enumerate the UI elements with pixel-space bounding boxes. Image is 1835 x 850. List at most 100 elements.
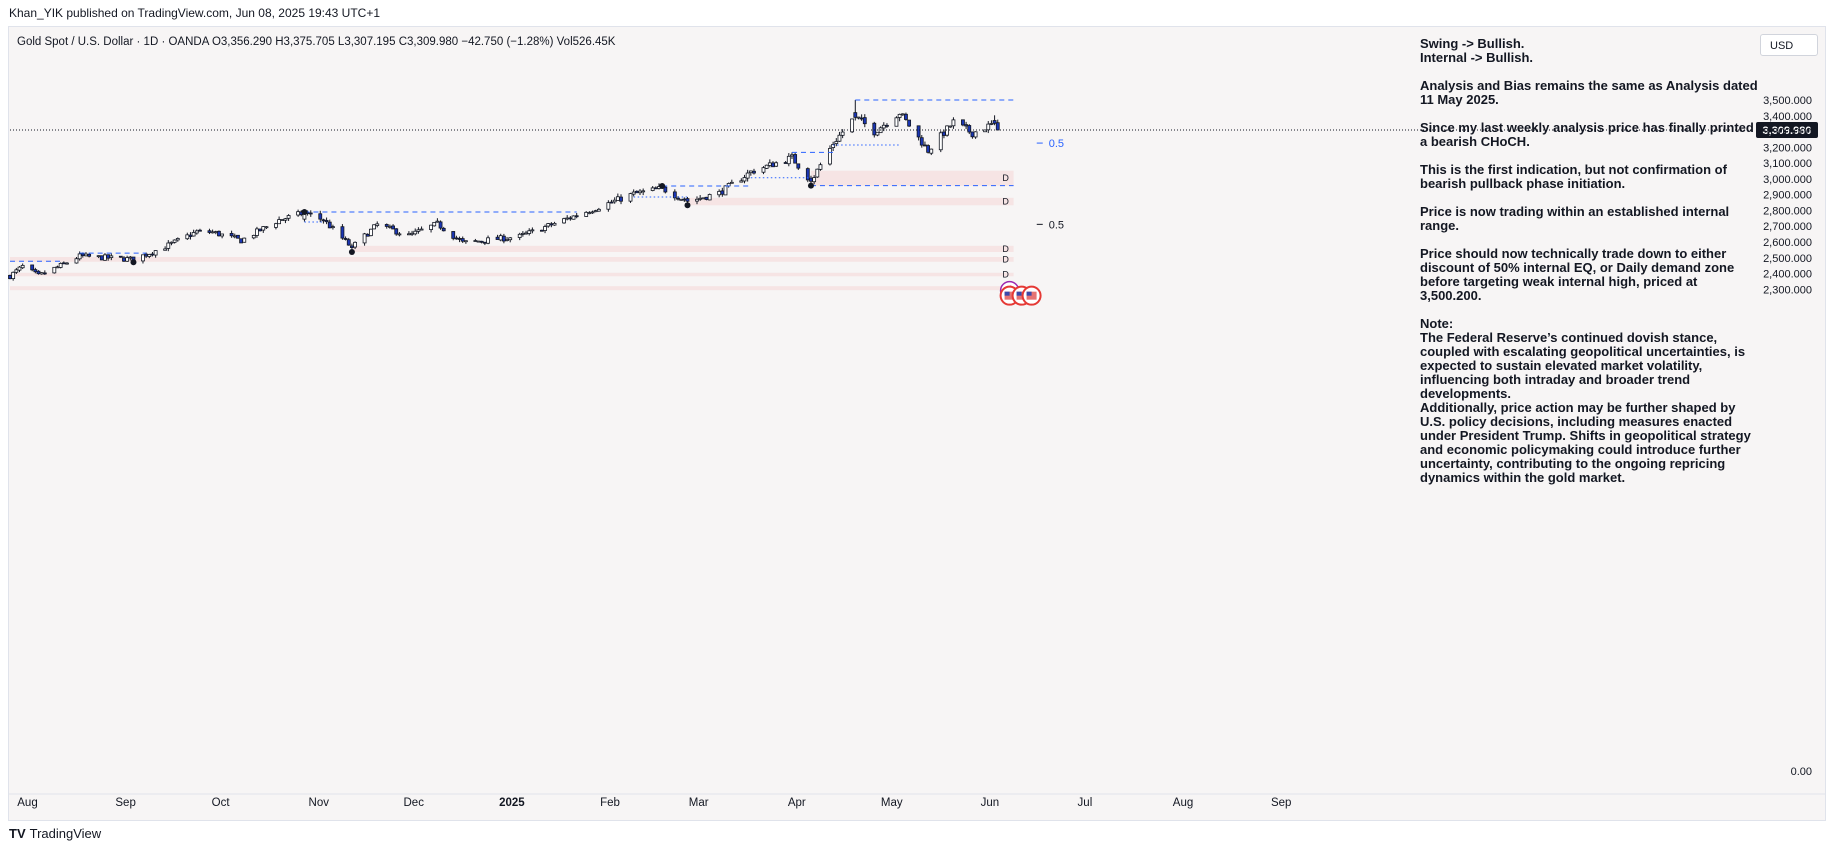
note-fed: The Federal Reserve’s continued dovish s… xyxy=(1420,330,1746,401)
candle-body xyxy=(463,240,468,243)
candle-body xyxy=(783,162,788,164)
candle-body xyxy=(831,144,836,148)
candle-body xyxy=(704,196,709,200)
y-tick-label: 2,700.000 xyxy=(1763,221,1812,233)
note-target: Price should now technically trade down … xyxy=(1420,246,1735,303)
candle-body xyxy=(372,224,376,230)
currency-selector[interactable]: USD xyxy=(1760,34,1818,56)
candle-body xyxy=(128,256,133,259)
candle-body xyxy=(55,266,60,269)
candle-body xyxy=(251,234,256,239)
candle-body xyxy=(568,217,573,220)
candle-body xyxy=(961,119,965,126)
candle-body xyxy=(58,263,63,268)
candle-body xyxy=(885,124,889,127)
candle-body xyxy=(543,226,547,231)
brand-name: TradingView xyxy=(29,826,102,841)
candle-body xyxy=(343,238,348,240)
candle-body xyxy=(786,155,791,165)
candle-body xyxy=(593,210,598,213)
us-flag-icon xyxy=(1016,291,1022,296)
candle-body xyxy=(701,197,706,200)
candle-body xyxy=(590,211,595,214)
candle-body xyxy=(20,264,25,269)
last-price-label: 3,309.980 xyxy=(1763,125,1812,137)
y-tick-label: 2,800.000 xyxy=(1763,205,1812,217)
y-tick-label: 3,200.000 xyxy=(1763,142,1812,154)
y-zero-label: 0.00 xyxy=(1791,766,1812,778)
candle-body xyxy=(150,253,155,256)
candle-body xyxy=(796,163,801,169)
candle-body xyxy=(970,131,975,138)
candle-body xyxy=(283,218,288,221)
last-price-tag xyxy=(1756,121,1818,138)
candle-body xyxy=(729,181,734,184)
candle-body xyxy=(397,233,402,236)
candle-body xyxy=(103,254,107,261)
swing-point-marker xyxy=(807,182,814,189)
candle-body xyxy=(460,238,465,242)
candle-body xyxy=(986,123,991,131)
y-tick-label: 3,400.000 xyxy=(1763,111,1812,123)
y-tick-label: 3,500.000 xyxy=(1763,95,1812,107)
candle-body xyxy=(8,274,12,280)
note-indication: This is the first indication, but not co… xyxy=(1420,162,1727,191)
demand-zone-label: D xyxy=(1002,244,1009,254)
candle-body xyxy=(438,221,443,229)
candle-body xyxy=(634,190,639,194)
candle-body xyxy=(365,233,370,237)
swing-point-marker xyxy=(130,259,137,266)
demand-zone xyxy=(351,245,1014,252)
y-tick-label: 2,600.000 xyxy=(1763,237,1812,249)
candle-body xyxy=(14,269,19,273)
symbol-legend: Gold Spot / U.S. Dollar · 1D · OANDA O3,… xyxy=(17,36,615,48)
candle-body xyxy=(166,242,171,249)
candle-body xyxy=(473,240,478,242)
candle-body xyxy=(900,113,905,116)
candle-body xyxy=(353,241,357,248)
candle-body xyxy=(517,233,522,238)
candle-body xyxy=(109,255,114,258)
candle-body xyxy=(916,125,921,138)
candle-body xyxy=(682,198,687,201)
candle-body xyxy=(30,264,35,271)
candle-body xyxy=(907,119,912,127)
candle-body xyxy=(793,154,798,164)
candle-body xyxy=(169,241,174,244)
candle-body xyxy=(147,254,152,257)
open-value: O3,356.290 xyxy=(211,36,273,48)
candle-body xyxy=(875,131,880,136)
candle-body xyxy=(707,194,712,201)
note-heading: Note: xyxy=(1420,316,1454,331)
x-tick-label: Dec xyxy=(404,797,425,809)
candle-body xyxy=(308,212,313,215)
candle-body xyxy=(628,193,633,202)
chart-panel[interactable] xyxy=(8,26,1826,821)
swing-point-marker xyxy=(301,209,308,216)
candle-body xyxy=(748,170,753,174)
candle-body xyxy=(125,257,130,262)
candle-body xyxy=(479,240,484,243)
swing-point-marker xyxy=(659,183,666,190)
candle-body xyxy=(42,272,47,275)
publisher-line: Khan_YIK published on TradingView.com, J… xyxy=(9,6,381,20)
candle-body xyxy=(653,187,658,190)
candle-body xyxy=(384,224,389,227)
candle-body xyxy=(853,112,858,118)
x-tick-label: Sep xyxy=(1271,797,1291,809)
candle-body xyxy=(717,190,722,196)
x-tick-label: Aug xyxy=(17,797,37,809)
candle-body xyxy=(505,238,509,241)
y-tick-label: 3,300.000 xyxy=(1763,127,1812,139)
candle-body xyxy=(995,122,1000,131)
candle-body xyxy=(698,197,703,200)
candle-body xyxy=(419,228,424,231)
note-choch: Since my last weekly analysis price has … xyxy=(1420,120,1754,149)
symbol-name[interactable]: Gold Spot / U.S. Dollar · 1D · OANDA xyxy=(17,36,209,48)
candle-body xyxy=(362,233,367,244)
candle-body xyxy=(122,257,126,262)
candle-body xyxy=(606,202,611,210)
footer-brand[interactable]: TV TradingView xyxy=(9,826,101,841)
candle-body xyxy=(739,180,744,183)
